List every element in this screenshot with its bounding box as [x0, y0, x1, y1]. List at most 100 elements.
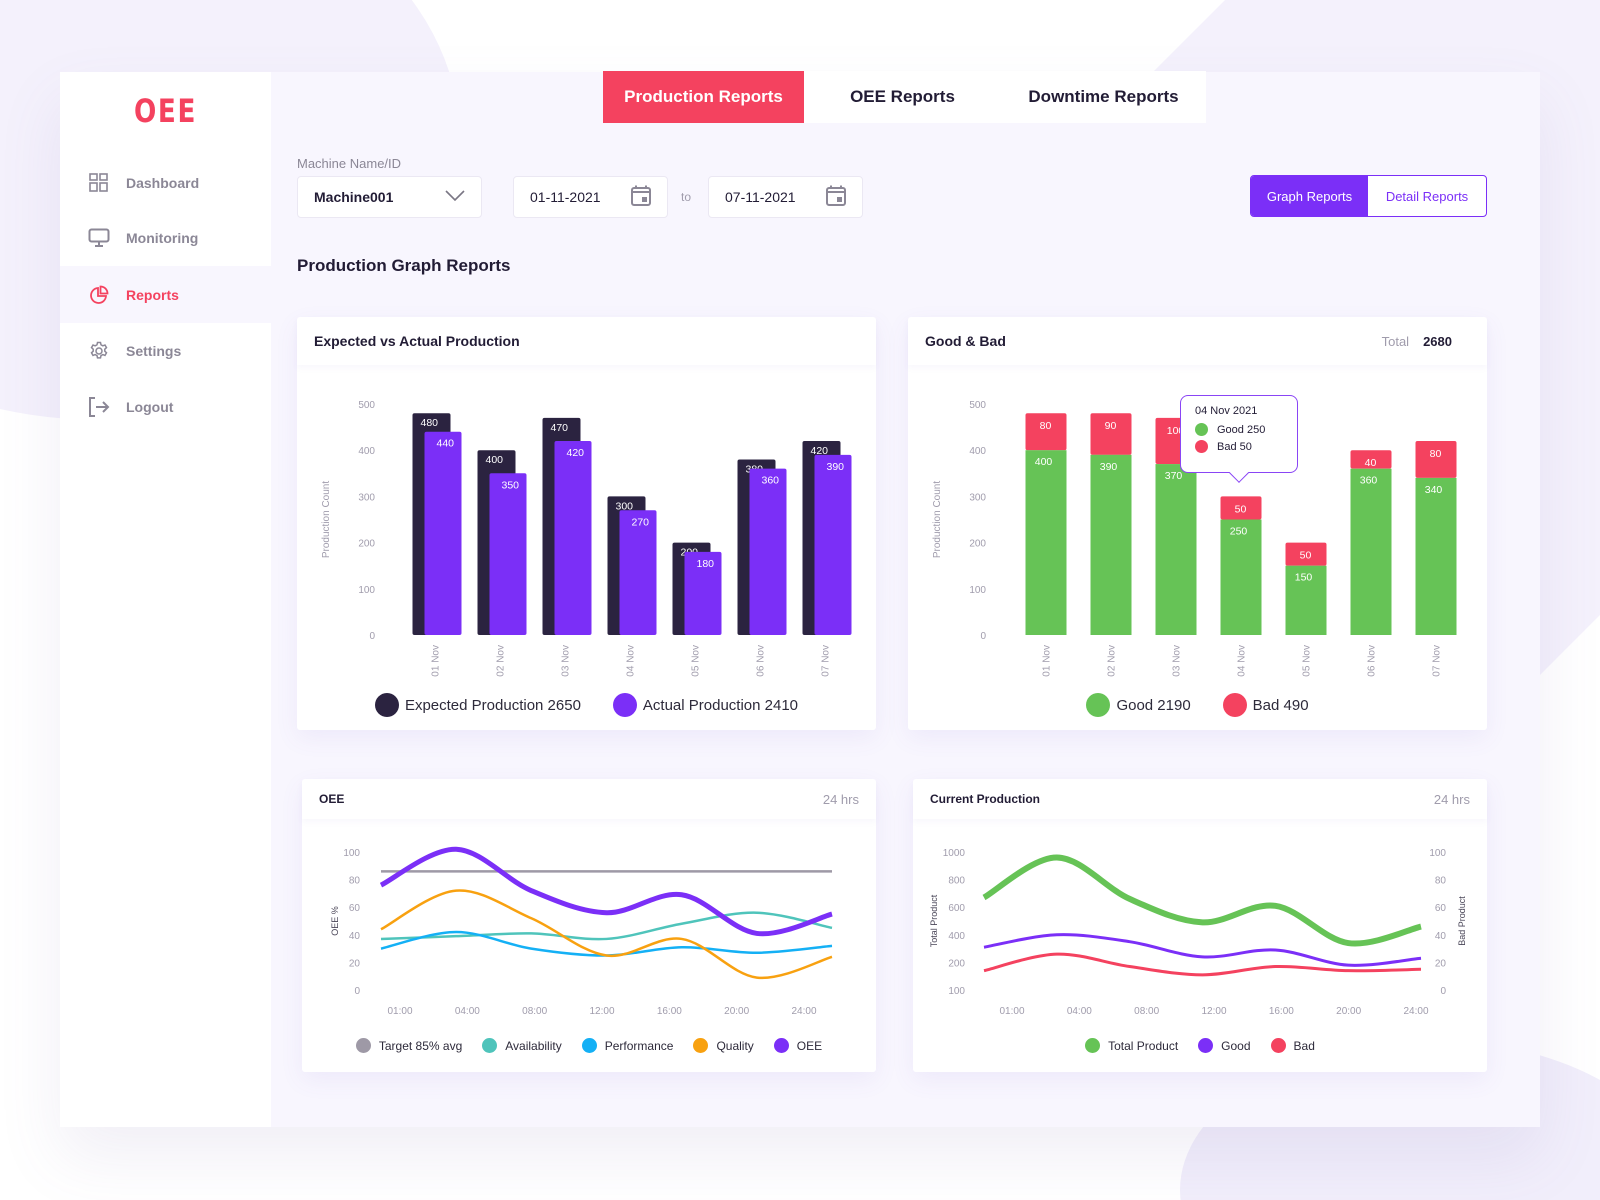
legend-swatch	[482, 1038, 498, 1053]
legend-label: Good	[1221, 1038, 1251, 1053]
card-title: Current Production	[930, 792, 1040, 806]
bar-value-label: 90	[1105, 420, 1117, 432]
legend-item-target-85-avg[interactable]: Target 85% avg	[355, 1038, 462, 1053]
detail-reports-button[interactable]: Detail Reports	[1385, 188, 1469, 204]
tooltip-date: 04 Nov 2021	[1195, 405, 1258, 417]
calendar-icon[interactable]	[631, 185, 651, 210]
oee-line-chart: 0 20 40 60 80 100 OEE % 01:00 04:00 08:00 12:00 16:…	[330, 846, 833, 1017]
sidebar-item-label: Monitoring	[126, 229, 199, 246]
x-tick-label: 06 Nov	[756, 645, 767, 677]
card-header: Expected vs Actual Production	[297, 317, 876, 365]
series-line-availability	[380, 911, 833, 941]
x-tick-label: 16:00	[1269, 1006, 1294, 1017]
legend-swatch	[1086, 693, 1111, 717]
card-title: Expected vs Actual Production	[314, 333, 520, 349]
series-line-quality	[380, 889, 833, 980]
section-title: Production Graph Reports	[297, 256, 511, 275]
legend-item-bad[interactable]: Bad 490	[1222, 693, 1309, 717]
y-tick-label: 100	[948, 986, 965, 997]
time-range-label: 24 hrs	[1433, 791, 1470, 807]
y-tick-label: 500	[358, 400, 375, 411]
legend-item-total-product[interactable]: Total Product	[1085, 1038, 1178, 1053]
y-tick-label: 1000	[943, 848, 966, 859]
sidebar-item-label: Dashboard	[126, 174, 200, 191]
chart-legend: Good 2190 Bad 490	[908, 693, 1487, 717]
legend-item-good[interactable]: Good 2190	[1086, 693, 1191, 717]
calendar-icon[interactable]	[826, 185, 846, 210]
y-axis-label: Production Count	[321, 481, 332, 558]
y2-tick-label: 0	[1440, 986, 1446, 997]
x-tick-label: 01 Nov	[431, 645, 442, 677]
sidebar-item-monitoring[interactable]: Monitoring	[60, 209, 271, 266]
current-production-line-chart: 100 200 400 600 800 1000 Total Product 0 20 40 60 8…	[929, 848, 1467, 1017]
legend-item-bad[interactable]: Bad	[1270, 1038, 1315, 1053]
y2-tick-label: 40	[1435, 931, 1447, 942]
machine-select[interactable]: Machine001	[297, 176, 482, 218]
y-tick-label: 0	[369, 631, 375, 642]
y-tick-label: 60	[349, 903, 361, 914]
legend-item-good[interactable]: Good	[1198, 1038, 1251, 1053]
x-tick-label: 24:00	[791, 1006, 816, 1017]
bar-actual	[814, 454, 852, 635]
legend-label: Quality	[716, 1038, 754, 1053]
legend-label: OEE	[796, 1038, 823, 1053]
tab-oee-reports[interactable]: OEE Reports	[850, 87, 955, 106]
sidebar-item-label: Settings	[126, 342, 182, 359]
bar-actual	[749, 468, 787, 635]
bar-bad	[1025, 413, 1067, 451]
tab-downtime-reports[interactable]: Downtime Reports	[1028, 87, 1179, 106]
bar-bad	[1090, 413, 1132, 455]
bar-value-label: 390	[1100, 461, 1118, 473]
graph-reports-button[interactable]: Graph Reports	[1251, 176, 1368, 216]
bar-value-label: 180	[697, 558, 715, 570]
bar-good	[1285, 565, 1327, 635]
y-tick-label: 800	[948, 876, 965, 887]
sidebar-item-logout[interactable]: Logout	[60, 378, 271, 435]
bar-actual	[424, 431, 462, 635]
legend-item-actual[interactable]: Actual Production 2410	[612, 693, 798, 717]
y2-tick-label: 60	[1435, 903, 1447, 914]
legend-item-performance[interactable]: Performance	[581, 1038, 673, 1053]
legend-label: Total Product	[1108, 1038, 1179, 1053]
sidebar: OEE Dashboard Monitoring	[60, 72, 271, 1127]
legend-label: Availability	[505, 1038, 562, 1053]
sidebar-item-settings[interactable]: Settings	[60, 322, 271, 379]
y-tick-label: 500	[969, 400, 986, 411]
sidebar-item-reports[interactable]: Reports	[60, 266, 271, 323]
y-tick-label: 300	[358, 492, 375, 503]
legend-item-availability[interactable]: Availability	[482, 1038, 562, 1053]
legend-swatch	[773, 1038, 789, 1053]
card-header: Good & Bad Total 2680	[908, 317, 1487, 365]
tooltip-row-bad: Bad 50	[1195, 440, 1283, 453]
legend-swatch	[581, 1038, 597, 1053]
bar-value-label: 300	[616, 500, 634, 512]
machine-select-value: Machine001	[314, 189, 394, 205]
sidebar-item-label: Reports	[126, 286, 179, 303]
x-tick-label: 07 Nov	[1432, 645, 1443, 677]
total-label: Total	[1381, 333, 1410, 349]
x-tick-label: 12:00	[589, 1006, 614, 1017]
legend-swatch	[1085, 1038, 1101, 1053]
legend-item-quality[interactable]: Quality	[693, 1038, 754, 1053]
y-tick-label: 400	[969, 446, 986, 457]
legend-item-oee[interactable]: OEE	[773, 1038, 823, 1053]
date-from-input[interactable]: 01-11-2021	[513, 176, 668, 218]
bar-good	[1220, 519, 1262, 635]
bar-value-label: 40	[1365, 457, 1377, 469]
bar-value-label: 80	[1430, 448, 1442, 460]
tab-production-reports[interactable]: Production Reports	[603, 71, 804, 123]
tooltip-bad-value: Bad 50	[1217, 440, 1252, 453]
date-to-input[interactable]: 07-11-2021	[708, 176, 863, 218]
bar-good	[1025, 450, 1067, 635]
series-line-good	[983, 933, 1422, 967]
legend-item-expected[interactable]: Expected Production 2650	[374, 693, 581, 717]
tooltip-swatch	[1195, 440, 1208, 453]
x-tick-label: 04:00	[455, 1006, 480, 1017]
legend-swatch	[1198, 1038, 1214, 1053]
bar-value-label: 350	[502, 479, 520, 491]
bar-value-label: 400	[1035, 456, 1053, 468]
y2-tick-label: 80	[1435, 876, 1447, 887]
x-tick-label: 12:00	[1201, 1006, 1226, 1017]
sidebar-item-dashboard[interactable]: Dashboard	[60, 154, 271, 211]
bar-good	[1415, 477, 1457, 635]
